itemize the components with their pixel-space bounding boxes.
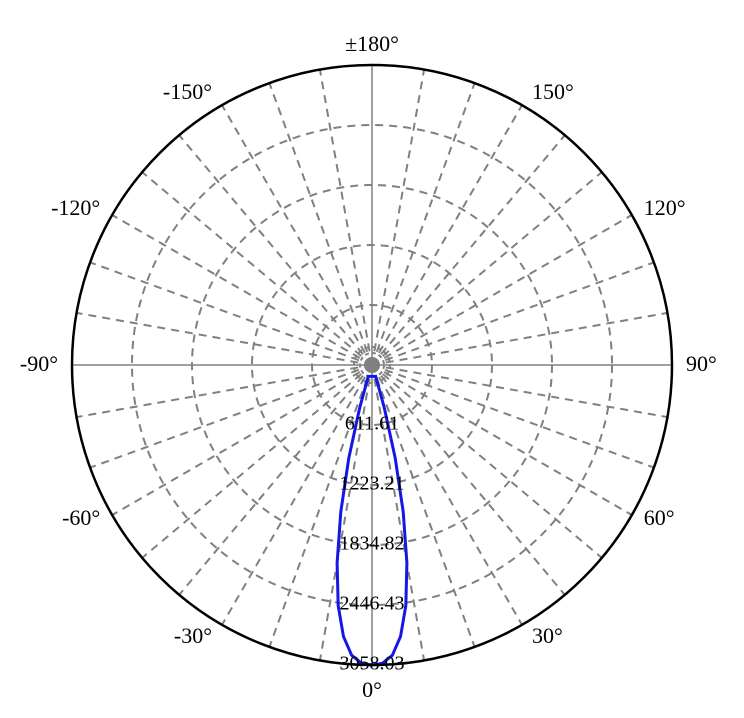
angular-label: -150° xyxy=(163,79,212,104)
polar-chart: 611.61 1223.21 1834.82 2446.43 3058.03 0° 30°… xyxy=(0,0,744,718)
polar-axes xyxy=(72,65,672,665)
angular-label: 120° xyxy=(644,195,686,220)
grid-spoke xyxy=(372,313,667,365)
radial-label: 1834.82 xyxy=(340,533,405,555)
grid-spoke xyxy=(372,83,475,365)
grid-spoke xyxy=(77,365,372,417)
angular-label: 0° xyxy=(362,677,382,702)
grid-spoke xyxy=(90,262,372,365)
grid-spoke xyxy=(320,70,372,365)
angular-label: 90° xyxy=(686,351,717,376)
radial-label: 2446.43 xyxy=(340,593,405,615)
grid-spoke xyxy=(320,365,372,660)
grid-spoke xyxy=(372,365,667,417)
grid-spoke xyxy=(372,70,424,365)
angular-label: 30° xyxy=(532,623,563,648)
angular-label: -30° xyxy=(174,623,212,648)
radial-label: 1223.21 xyxy=(340,473,405,495)
radial-label: 611.61 xyxy=(345,413,399,435)
grid-spoke xyxy=(269,83,372,365)
angular-label: -60° xyxy=(62,505,100,530)
angular-label: -90° xyxy=(20,351,58,376)
radial-label: 3058.03 xyxy=(340,653,405,675)
angular-label: 60° xyxy=(644,505,675,530)
angular-label: 150° xyxy=(532,79,574,104)
grid-spoke xyxy=(372,365,424,660)
angular-label: -120° xyxy=(51,195,100,220)
angular-label: ±180° xyxy=(345,31,399,56)
grid-spoke xyxy=(77,313,372,365)
grid-spoke xyxy=(90,365,372,468)
